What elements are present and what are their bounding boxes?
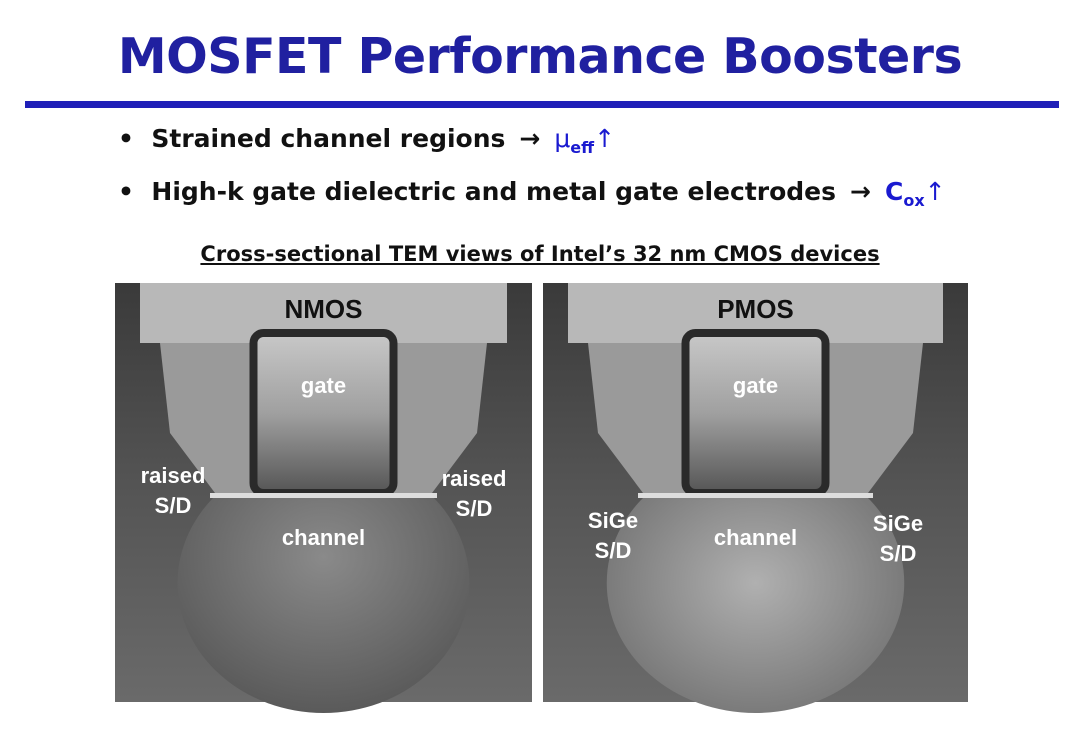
gate-dielectric xyxy=(210,493,437,498)
sd-label: raised xyxy=(141,463,206,488)
spacer xyxy=(588,343,686,498)
bullet-text: High-k gate dielectric and metal gate el… xyxy=(151,177,837,206)
device-label: NMOS xyxy=(285,294,363,324)
sd-label: S/D xyxy=(155,493,192,518)
slide-title: MOSFET Performance Boosters xyxy=(117,28,963,85)
spacer xyxy=(160,343,254,498)
arrow: → xyxy=(850,177,871,206)
arrow: → xyxy=(519,124,541,153)
up-arrow: ↑ xyxy=(924,177,946,206)
bullet-text: Strained channel regions xyxy=(151,124,506,153)
gate-label: gate xyxy=(301,373,346,398)
sd-label: raised xyxy=(442,466,507,491)
gate-electrode xyxy=(681,329,830,497)
channel-label: channel xyxy=(282,525,365,550)
figure-caption: Cross-sectional TEM views of Intel’s 32 … xyxy=(200,242,880,266)
spacer xyxy=(825,343,923,498)
bullet: • High-k gate dielectric and metal gate … xyxy=(118,177,946,210)
symbol: μ xyxy=(554,124,571,153)
subscript: eff xyxy=(570,138,595,157)
bullet: • Strained channel regions → μeff↑ xyxy=(118,124,616,157)
sd-label: SiGe xyxy=(873,511,923,536)
gate-electrode xyxy=(249,329,398,497)
channel-region xyxy=(606,453,905,713)
device-label: PMOS xyxy=(717,294,794,324)
up-arrow: ↑ xyxy=(594,124,616,153)
title-rule xyxy=(25,101,1059,108)
gate-label: gate xyxy=(733,373,778,398)
gate-dielectric xyxy=(638,493,873,498)
sd-label: SiGe xyxy=(588,508,638,533)
subscript: ox xyxy=(903,191,925,210)
channel-label: channel xyxy=(714,525,797,550)
sd-label: S/D xyxy=(456,496,493,521)
spacer xyxy=(393,343,487,498)
channel-region xyxy=(177,453,470,713)
sd-label: S/D xyxy=(880,541,917,566)
sd-label: S/D xyxy=(595,538,632,563)
symbol: C xyxy=(884,177,904,206)
